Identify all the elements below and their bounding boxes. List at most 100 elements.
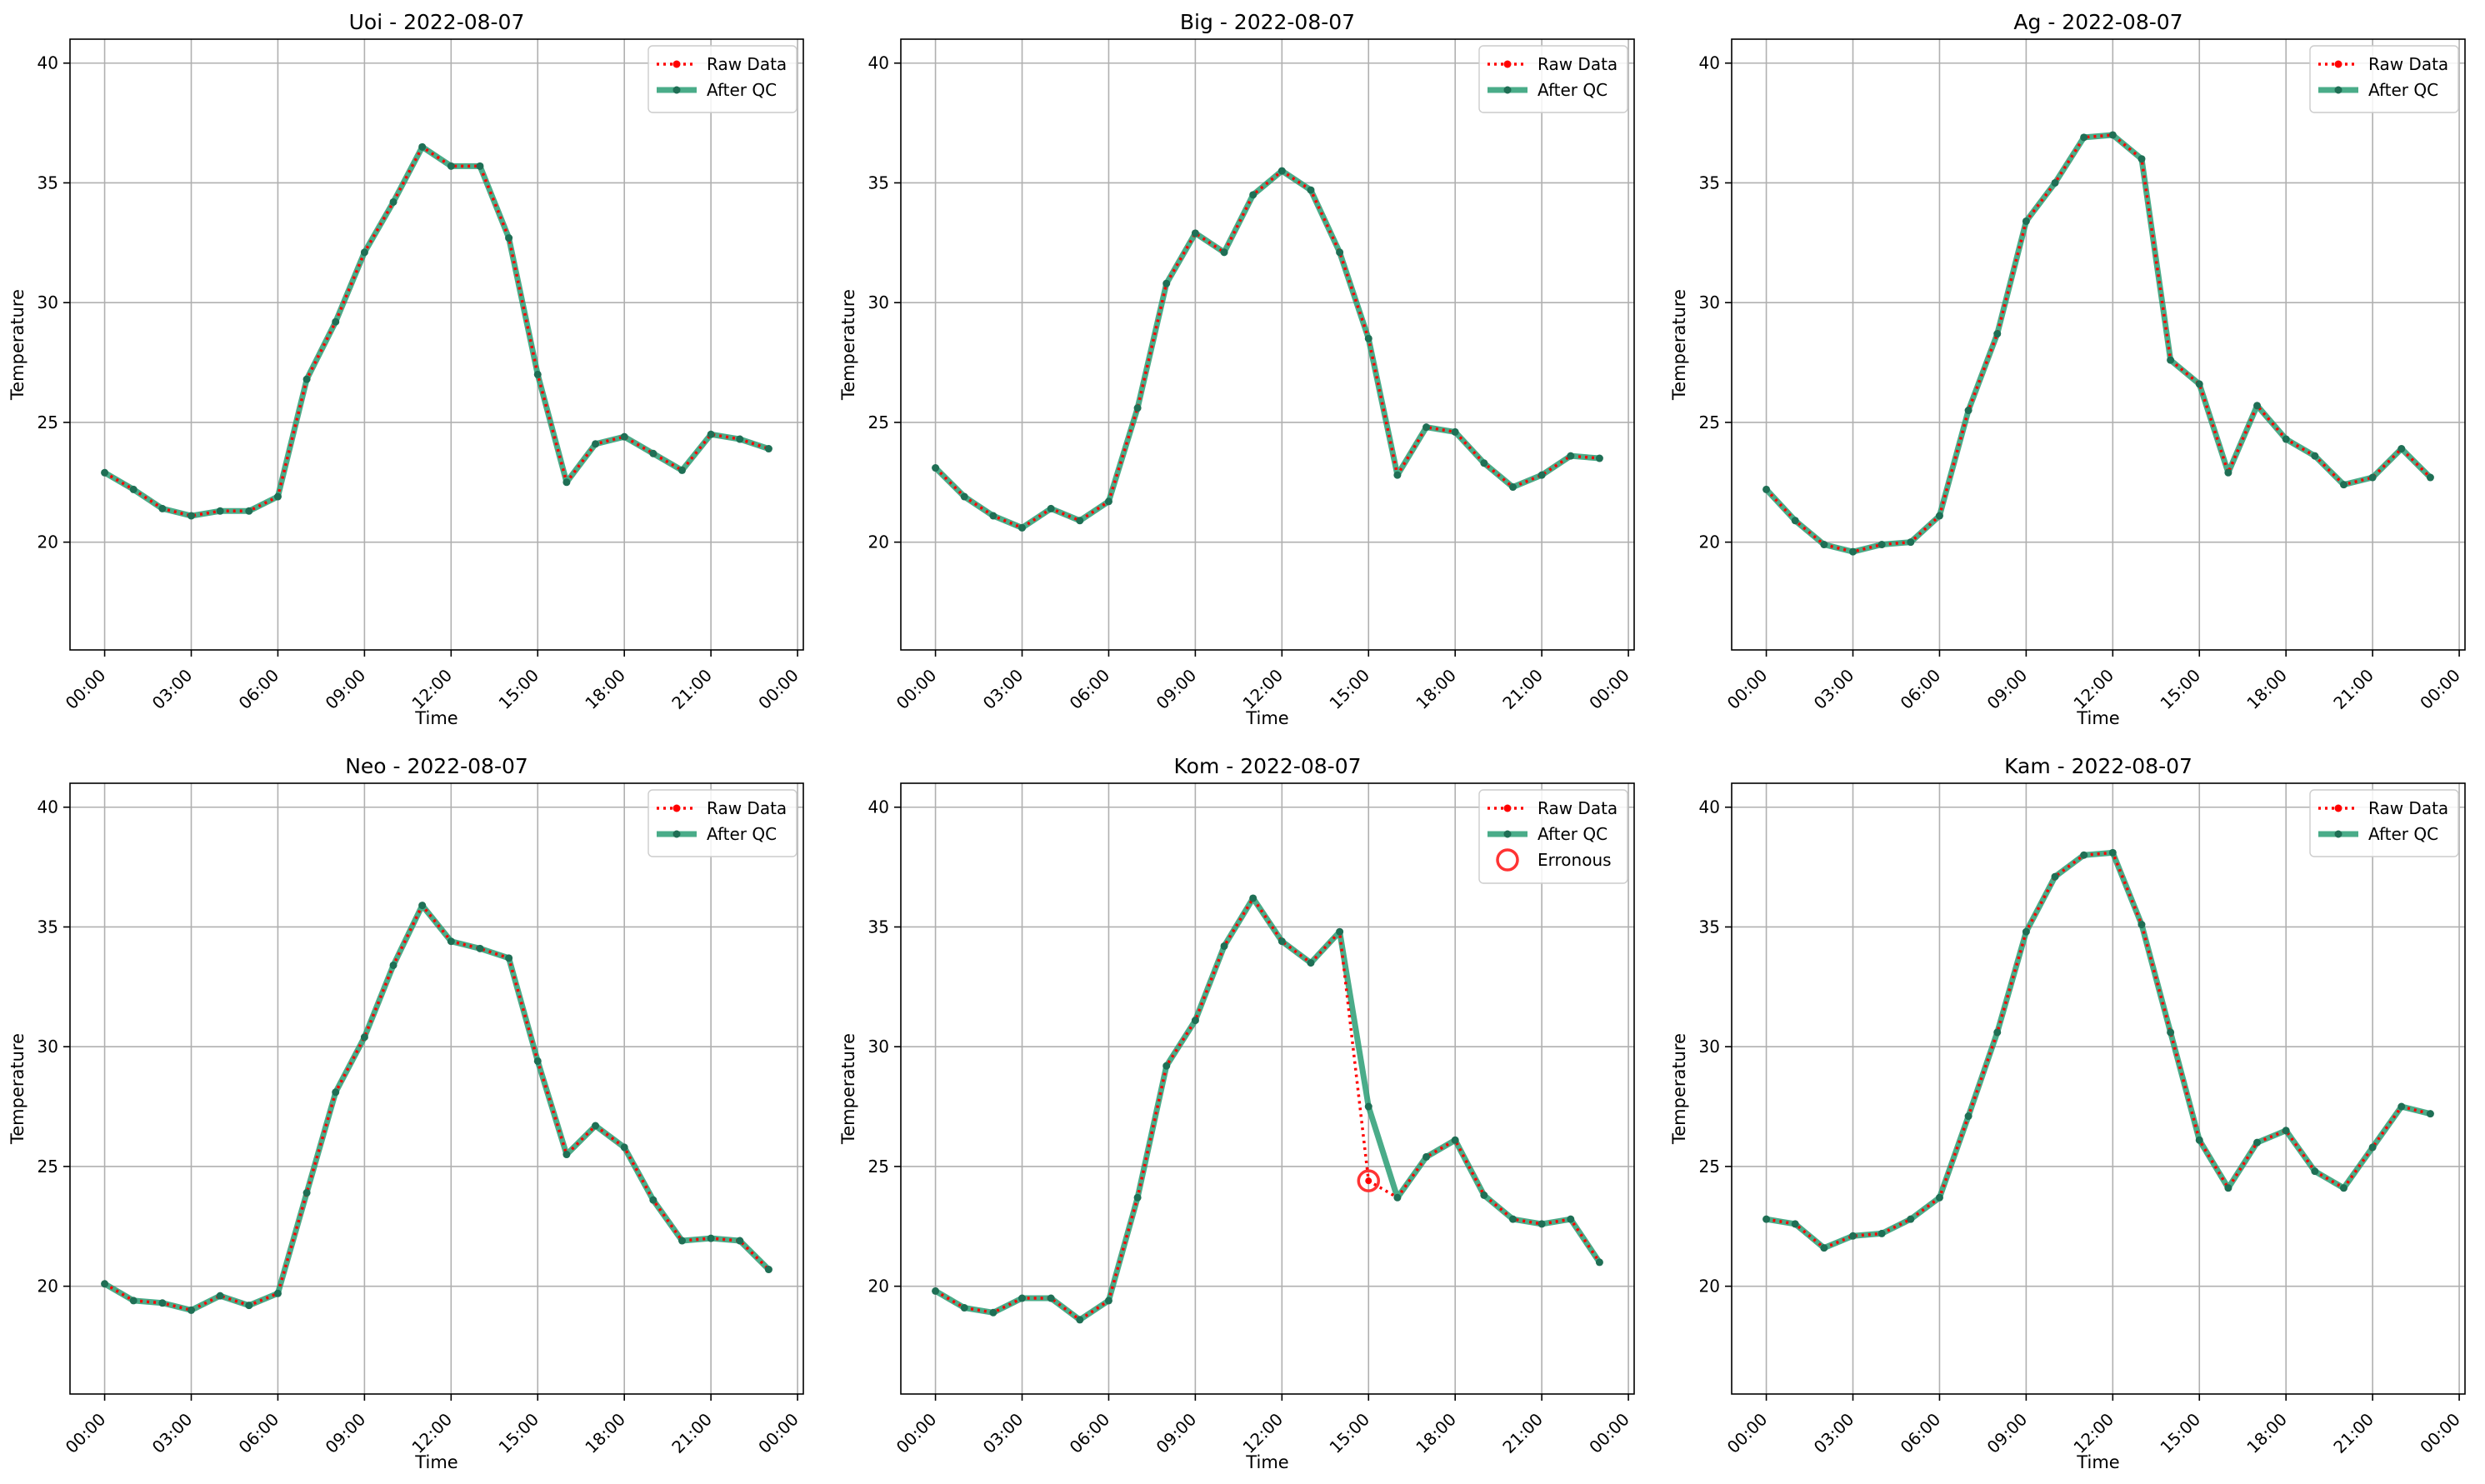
x-tick-label: 06:00 (1897, 665, 1945, 713)
y-tick-label: 25 (868, 1157, 889, 1177)
x-tick-label: 00:00 (754, 1409, 802, 1457)
legend-qc-label: After QC (2368, 80, 2438, 100)
y-tick-label: 20 (868, 1277, 889, 1297)
x-tick-label: 00:00 (1723, 1409, 1772, 1457)
after-qc-line (933, 895, 1602, 1323)
after-qc-point (1567, 452, 1575, 460)
after-qc-line (102, 143, 770, 519)
y-tick-label: 25 (38, 1157, 58, 1177)
after-qc-point (1935, 512, 1943, 520)
after-qc-point (2398, 445, 2406, 453)
chart-title: Big - 2022-08-07 (1180, 10, 1355, 34)
y-axis-label: Temperature (1669, 289, 1689, 401)
legend-raw-marker (1503, 60, 1512, 68)
chart-panel: 00:00 03:00 06:00 09:00 12:00 15:00 18:00 21:00… (8, 754, 804, 1472)
after-qc-point (1133, 404, 1142, 412)
after-qc-point (2138, 155, 2146, 163)
after-qc-point (1849, 547, 1858, 556)
legend-qc-marker (672, 86, 681, 94)
after-qc-point (2282, 435, 2290, 443)
after-qc-point (707, 1234, 715, 1242)
after-qc-point (129, 1297, 138, 1305)
after-qc-point (2253, 1138, 2262, 1147)
legend-box (2309, 789, 2459, 857)
x-tick-label: 18:00 (1412, 665, 1460, 713)
after-qc-point (245, 1302, 253, 1310)
y-tick-label: 40 (38, 53, 58, 73)
x-tick-label: 15:00 (1325, 665, 1373, 713)
chart-panel: 00:00 03:00 06:00 09:00 12:00 15:00 18:00 21:00… (1669, 754, 2466, 1472)
after-qc-point (1907, 1215, 1915, 1223)
after-qc-point (1964, 1112, 1972, 1121)
after-qc-point (1191, 1017, 1199, 1025)
x-tick-label: 18:00 (2242, 1409, 2291, 1457)
legend: Raw Data After QC (648, 789, 798, 857)
x-tick-label: 21:00 (668, 1409, 716, 1457)
x-tick-label: 06:00 (235, 665, 283, 713)
after-qc-point (476, 162, 484, 170)
after-qc-point (989, 512, 998, 520)
after-qc-point (1964, 407, 1972, 415)
raw-data-point (1365, 1177, 1372, 1185)
after-qc-point (360, 1033, 368, 1042)
plot-frame (69, 782, 804, 1395)
x-tick-label: 09:00 (322, 1409, 370, 1457)
after-qc-point (1791, 517, 1799, 525)
raw-data-line (1765, 133, 2432, 553)
chart-panel: 00:00 03:00 06:00 09:00 12:00 15:00 18:00 21:00… (838, 10, 1635, 728)
x-tick-label: 18:00 (581, 665, 629, 713)
after-qc-point (1278, 937, 1286, 946)
x-tick-label: 00:00 (62, 665, 110, 713)
after-qc-point (2224, 468, 2232, 477)
legend: Raw Data After QC (2309, 789, 2459, 857)
after-qc-point (533, 370, 542, 378)
legend-box (1478, 45, 1628, 113)
legend-raw-marker (672, 60, 681, 68)
after-qc-point (101, 1280, 109, 1288)
raw-data-line (103, 144, 769, 517)
after-qc-point (1595, 454, 1603, 462)
after-qc-point (332, 317, 340, 326)
after-qc-point (1791, 1220, 1799, 1228)
after-qc-point (533, 1057, 542, 1065)
chart-title: Kam - 2022-08-07 (2004, 754, 2192, 778)
after-qc-point (1762, 485, 1771, 493)
after-qc-point (2138, 921, 2146, 929)
after-qc-point (620, 432, 628, 441)
x-tick-label: 15:00 (2156, 1409, 2204, 1457)
chart-panel: 00:00 03:00 06:00 09:00 12:00 15:00 18:00 21:00… (838, 754, 1635, 1472)
y-tick-label: 25 (1699, 1157, 1720, 1177)
after-qc-point (1935, 1193, 1943, 1202)
after-qc-point (302, 1189, 311, 1197)
after-qc-line (1764, 132, 2432, 555)
x-tick-label: 03:00 (148, 665, 197, 713)
after-qc-point (389, 961, 398, 969)
after-qc-point (2224, 1184, 2232, 1192)
after-qc-point (1336, 927, 1344, 936)
y-tick-label: 30 (1699, 292, 1720, 312)
after-qc-point (1878, 1229, 1886, 1237)
plot-frame (69, 38, 804, 651)
after-qc-point (447, 162, 455, 170)
y-tick-label: 30 (868, 1037, 889, 1057)
after-qc-point (2426, 473, 2434, 482)
after-qc-point (1191, 229, 1199, 237)
legend-qc-label: After QC (1538, 824, 1608, 844)
after-qc-point (1820, 541, 1828, 549)
y-tick-label: 20 (1699, 1277, 1720, 1297)
legend-qc-label: After QC (707, 824, 777, 844)
after-qc-point (216, 507, 224, 515)
y-axis-label: Temperature (1669, 1033, 1689, 1145)
legend-box (648, 45, 798, 113)
legend-raw-label: Raw Data (2368, 798, 2448, 818)
after-qc-point (1220, 942, 1228, 950)
after-qc-point (302, 375, 311, 383)
after-qc-point (1047, 504, 1055, 512)
x-tick-label: 21:00 (668, 665, 716, 713)
after-qc-point (1451, 1136, 1459, 1144)
after-qc-point (1162, 1062, 1171, 1070)
y-tick-label: 40 (868, 797, 889, 817)
after-qc-point (1307, 186, 1315, 194)
y-tick-label: 35 (38, 917, 58, 937)
legend-raw-label: Raw Data (1538, 798, 1618, 818)
